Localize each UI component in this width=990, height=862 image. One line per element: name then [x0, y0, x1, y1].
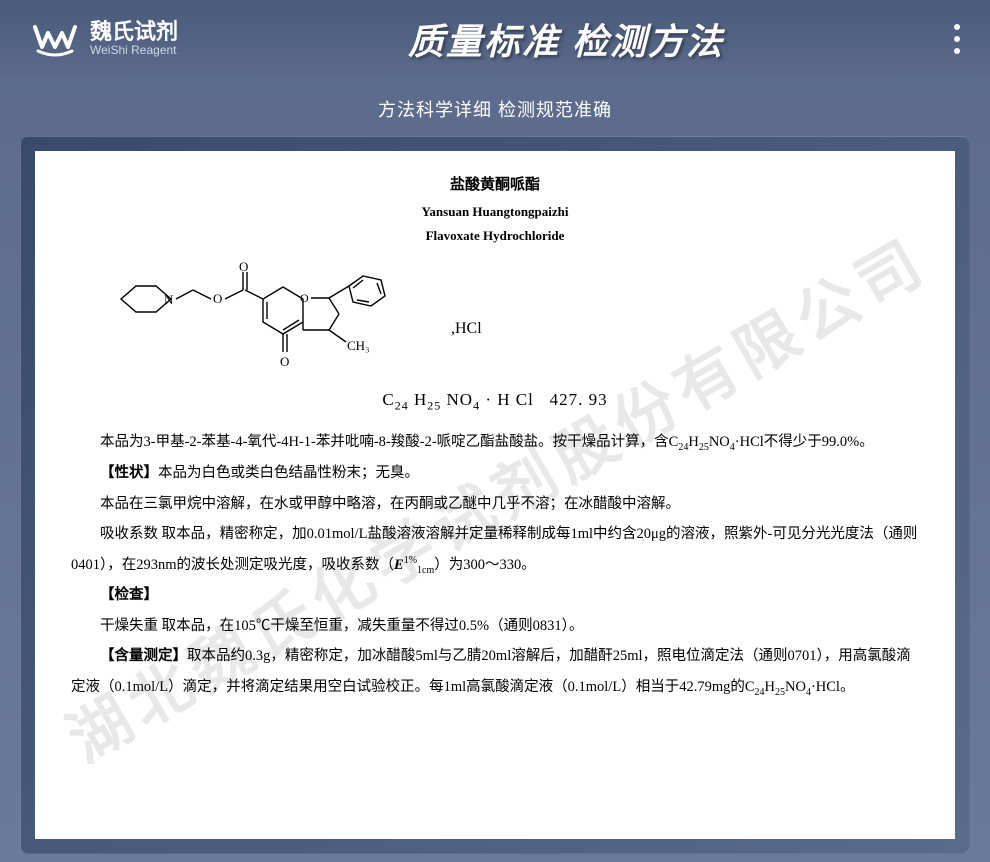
logo-text: 魏氏试剂 WeiShi Reagent — [90, 20, 178, 57]
molecular-formula: C24 H25 NO4 · H Cl 427. 93 — [71, 390, 919, 413]
logo-en: WeiShi Reagent — [90, 44, 178, 57]
svg-text:O: O — [213, 291, 222, 306]
chemical-structure-svg: N O O O — [101, 254, 431, 384]
para-solubility: 本品在三氯甲烷中溶解，在水或甲醇中略溶，在丙酮或乙醚中几乎不溶；在冰醋酸中溶解。 — [71, 489, 919, 519]
doc-title-cn: 盐酸黄酮哌酯 — [71, 173, 919, 194]
doc-title-pinyin: Yansuan Huangtongpaizhi — [71, 204, 919, 220]
main-title: 质量标准 检测方法 — [178, 13, 954, 65]
svg-text:O: O — [280, 354, 289, 369]
svg-text:O: O — [300, 291, 309, 305]
logo-cn: 魏氏试剂 — [90, 20, 178, 44]
document: 湖北魏氏化学试剂股份有限公司 盐酸黄酮哌酯 Yansuan Huangtongp… — [35, 151, 955, 839]
para-drying: 干燥失重 取本品，在105℃干燥至恒重，减失重量不得过0.5%（通则0831）。 — [71, 611, 919, 641]
para-assay: 【含量测定】取本品约0.3g，精密称定，加冰醋酸5ml与乙腈20ml溶解后，加醋… — [71, 641, 919, 702]
para-absorption: 吸收系数 取本品，精密称定，加0.01mol/L盐酸溶液溶解并定量稀释制成每1m… — [71, 519, 919, 580]
para-check-head: 【检查】 — [71, 580, 919, 610]
doc-title-en: Flavoxate Hydrochloride — [71, 228, 919, 244]
svg-text:O: O — [239, 259, 248, 274]
document-body: 本品为3-甲基-2-苯基-4-氧代-4H-1-苯并吡喃-8-羧酸-2-哌啶乙酯盐… — [71, 427, 919, 702]
logo-area: 魏氏试剂 WeiShi Reagent — [30, 19, 178, 59]
svg-text:N: N — [164, 292, 174, 307]
para-properties: 【性状】本品为白色或类白色结晶性粉末；无臭。 — [71, 458, 919, 488]
chemical-structure-area: N O O O — [101, 254, 919, 384]
document-frame: 湖北魏氏化学试剂股份有限公司 盐酸黄酮哌酯 Yansuan Huangtongp… — [20, 136, 970, 854]
hcl-label: ,HCl — [451, 320, 482, 338]
logo-icon — [30, 19, 80, 59]
svg-text:CH₃: CH₃ — [347, 338, 370, 353]
subtitle: 方法科学详细 检测规范准确 — [0, 78, 990, 136]
para-description: 本品为3-甲基-2-苯基-4-氧代-4H-1-苯并吡喃-8-羧酸-2-哌啶乙酯盐… — [71, 427, 919, 458]
header-bar: 魏氏试剂 WeiShi Reagent 质量标准 检测方法 — [0, 0, 990, 78]
menu-dots-icon[interactable] — [954, 24, 960, 54]
